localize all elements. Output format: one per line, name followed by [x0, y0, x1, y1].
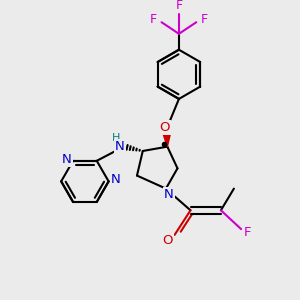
Text: H: H [112, 133, 120, 143]
Text: O: O [162, 234, 172, 247]
Text: F: F [150, 13, 157, 26]
Text: N: N [164, 188, 174, 201]
Polygon shape [163, 134, 170, 147]
Text: F: F [201, 13, 208, 26]
Text: N: N [62, 153, 71, 166]
Text: O: O [159, 121, 170, 134]
Text: F: F [176, 0, 182, 12]
Text: F: F [244, 226, 251, 238]
Text: N: N [111, 173, 121, 186]
Text: N: N [115, 140, 124, 153]
